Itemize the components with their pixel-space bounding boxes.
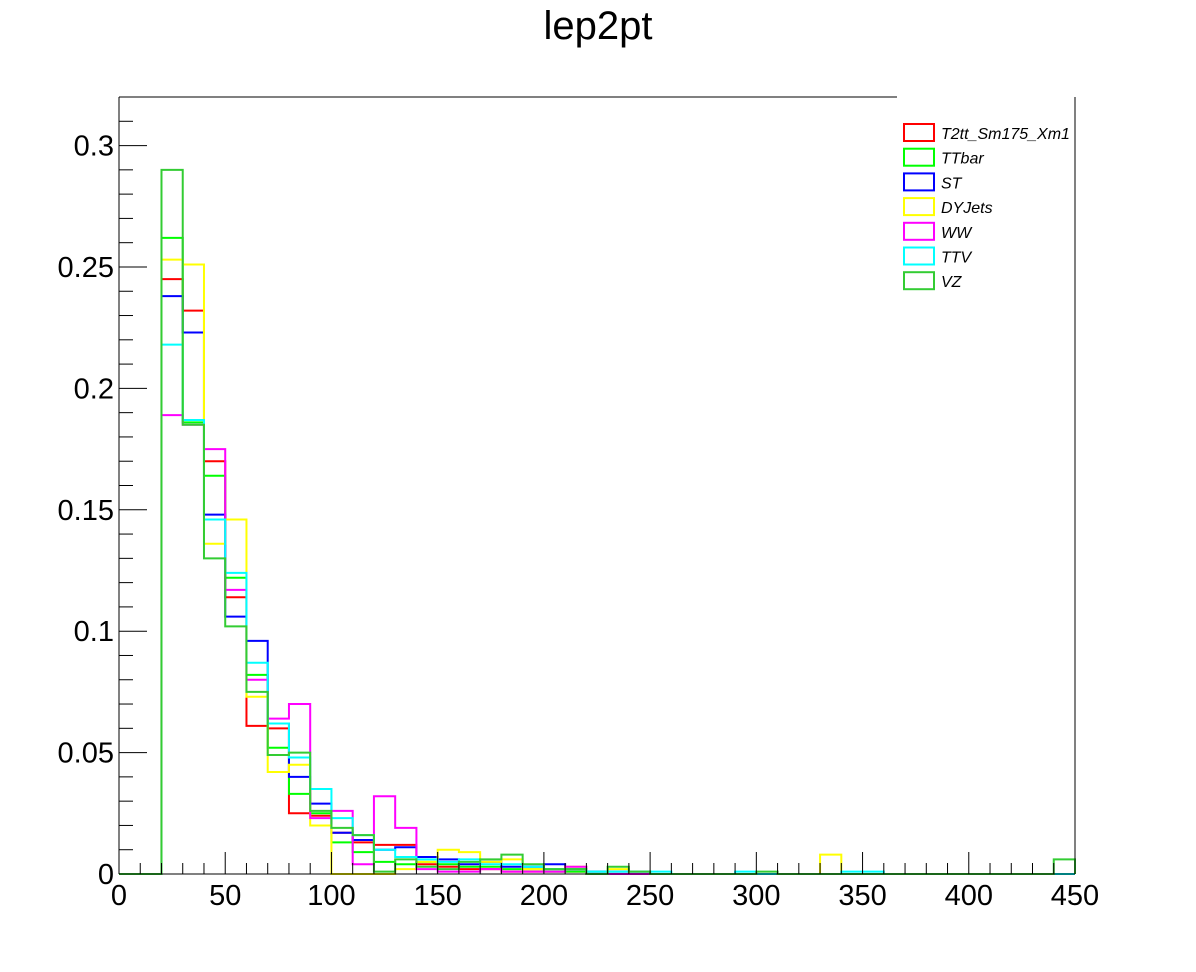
axes: 0 50 100 150 200 250 300 350 400 450 0 0.05 0.1 0.15 0… [58,96,1099,912]
x-tick-label: 0 [111,880,127,912]
series-line-ttv [119,343,1075,875]
x-tick-label: 50 [209,880,241,912]
legend-swatch [903,271,935,291]
legend-swatch [903,221,935,241]
legend-swatch [903,147,935,167]
histogram-series-layer [119,168,1076,875]
x-tick-label: 200 [520,880,568,912]
series-line-ttbar [119,236,1075,875]
legend: T2tt_Sm175_Xm1 TTbar ST DYJets WW TTV VZ [903,123,1070,291]
series-line-ww [119,414,1075,875]
y-tick-label: 0.15 [58,495,114,527]
x-tick-label: 450 [1051,880,1099,912]
series-line-vz [119,168,1076,875]
x-tick-label: 100 [307,880,355,912]
y-tick-label: 0.1 [74,616,114,648]
series-line-t2tt-sm175-xm1 [119,278,1075,875]
legend-swatch [903,123,935,142]
x-tick-label: 250 [626,880,674,912]
legend-entry-label: VZ [941,274,963,291]
legend-entry-label: WW [941,225,973,242]
x-tick-label: 300 [732,880,780,912]
legend-entry-label: TTbar [941,151,984,168]
legend-swatch [903,197,935,217]
series-line-st [119,295,1075,875]
series-line-dyjets [119,258,1075,875]
x-tick-label: 400 [945,880,993,912]
y-tick-label: 0.2 [74,373,114,405]
legend-swatch [903,246,935,266]
chart-title: lep2pt [543,4,653,48]
y-tick-label: 0.3 [74,131,114,163]
y-tick-label: 0.25 [58,252,114,284]
legend-entry-label: T2tt_Sm175_Xm1 [941,126,1070,143]
y-tick-label: 0 [98,859,114,891]
x-tick-label: 350 [838,880,886,912]
legend-entry-label: ST [941,175,963,192]
y-tick-label: 0.05 [58,738,114,770]
legend-entry-label: DYJets [941,200,993,217]
legend-entry-label: TTV [941,250,973,267]
legend-swatch [903,172,935,192]
x-tick-label: 150 [413,880,461,912]
